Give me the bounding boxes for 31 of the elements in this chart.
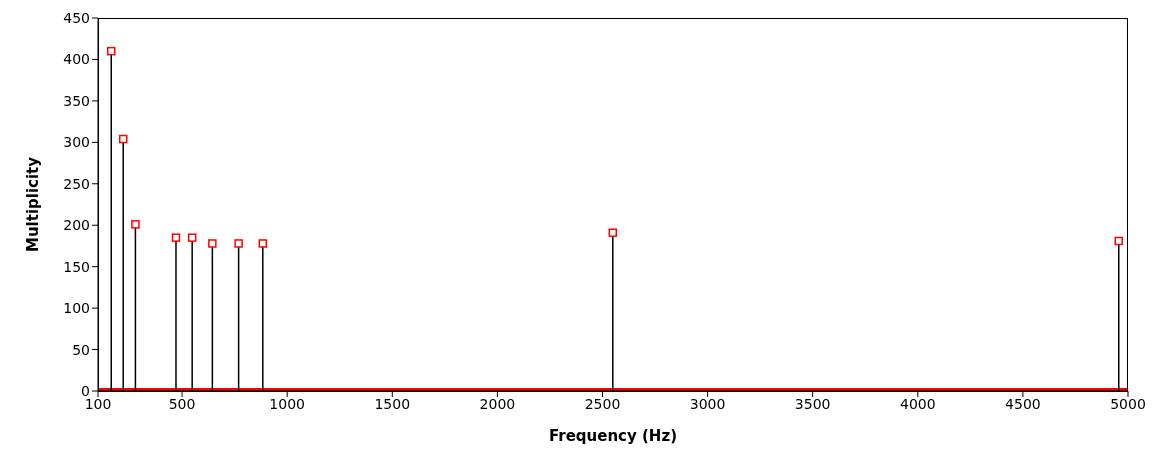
- y-tick-label: 350: [63, 92, 90, 109]
- x-axis-title: Frequency (Hz): [548, 427, 678, 445]
- x-tick-label: 4500: [1005, 395, 1041, 412]
- y-tick-label: 400: [63, 51, 90, 68]
- y-tick-label: 100: [63, 300, 90, 317]
- y-tick-label: 200: [63, 217, 90, 234]
- x-tick-label: 3000: [689, 395, 726, 412]
- point: [106, 46, 116, 56]
- x-tick-label: 2500: [584, 395, 621, 412]
- point: [1114, 236, 1123, 246]
- y-tick-label: 150: [63, 258, 90, 275]
- x-tick-label: 500: [168, 395, 196, 412]
- point: [118, 134, 128, 144]
- point: [187, 233, 197, 242]
- x-tick-label: 2000: [479, 395, 516, 412]
- point: [258, 239, 268, 248]
- x-tick-label: 4000: [899, 395, 936, 412]
- x-tick-label: 3500: [794, 395, 831, 412]
- point: [208, 239, 217, 248]
- x-tick-label: 5000: [1110, 395, 1146, 412]
- y-tick-label: 300: [63, 134, 90, 151]
- point: [608, 228, 618, 237]
- y-tick-label: 50: [72, 341, 90, 358]
- point: [131, 220, 140, 229]
- point: [234, 239, 243, 248]
- y-tick-label: 450: [63, 9, 90, 26]
- y-tick-label: 250: [63, 175, 90, 192]
- point: [171, 233, 181, 242]
- y-axis-title: Multiplicity: [24, 156, 43, 253]
- x-tick-label: 1000: [269, 395, 305, 412]
- x-tick-label: 1500: [374, 395, 411, 412]
